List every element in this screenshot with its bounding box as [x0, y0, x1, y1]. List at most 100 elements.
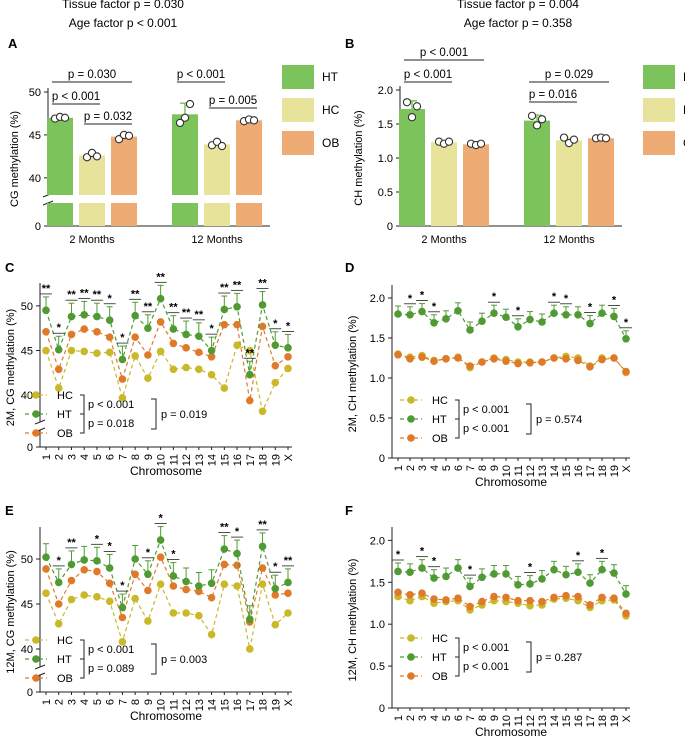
y-tick-label: 2.0	[370, 535, 385, 547]
significance-star: *	[468, 564, 473, 576]
data-point-HT	[207, 579, 216, 588]
test-p-value-bottom: p = 0.018	[88, 418, 134, 430]
significance-star: *	[286, 320, 291, 332]
bar-HC	[431, 142, 457, 226]
data-point-HC	[182, 609, 190, 617]
left-age-factor: Age factor p < 0.001	[69, 16, 178, 30]
data-point-OB	[258, 322, 267, 331]
x-tick-label: 14	[207, 454, 219, 466]
y-tick-label: 40	[29, 173, 41, 185]
data-point-HC	[80, 347, 89, 356]
data-point-HC	[105, 348, 114, 357]
data-point-HT	[610, 569, 618, 577]
significance-star: *	[120, 580, 125, 592]
data-point-HT	[454, 564, 462, 572]
comparison-p-value: p = 0.030	[68, 69, 116, 81]
data-point-HC	[144, 617, 152, 625]
data-point-OB	[233, 561, 241, 570]
x-tick-label: 15	[561, 465, 573, 477]
bar-OB	[111, 136, 137, 195]
data-point	[476, 139, 486, 148]
x-tick-label: 6	[105, 699, 117, 705]
data-point-OB	[430, 357, 438, 366]
data-point-HC	[54, 384, 63, 392]
x-tick-label: 3	[417, 465, 429, 471]
data-point-HC	[195, 365, 203, 374]
test-bracket	[455, 637, 460, 658]
data-point	[124, 131, 134, 140]
data-point-HT	[610, 312, 618, 321]
data-point-HT	[526, 315, 534, 324]
data-point-HT	[67, 312, 76, 321]
data-point-HT	[574, 311, 582, 319]
data-point-HT	[478, 573, 486, 582]
data-point	[601, 134, 611, 143]
significance-star: **	[131, 288, 140, 300]
data-point-HT	[42, 553, 50, 561]
y-tick-label: 45	[21, 599, 33, 611]
legend-swatch-OB	[282, 131, 314, 155]
x-tick-label: X	[283, 698, 295, 706]
data-point-HT	[514, 323, 522, 331]
significance-star: *	[95, 533, 100, 545]
x-tick-label: 16	[573, 715, 585, 727]
legend-marker-HC	[32, 636, 40, 644]
significance-star: *	[528, 562, 533, 574]
x-tick-label: 6	[105, 454, 117, 460]
data-point-HT	[80, 556, 89, 564]
data-point-HT	[105, 564, 114, 572]
data-point	[527, 111, 537, 120]
data-point-HT	[550, 565, 558, 574]
overall-bracket	[151, 643, 157, 675]
x-tick-label: 7	[117, 699, 129, 705]
data-point-OB	[406, 355, 414, 363]
x-tick-label: 11	[168, 699, 180, 710]
data-point-OB	[490, 355, 498, 363]
data-point-HT	[131, 555, 139, 563]
y-tick-label: 45	[29, 130, 41, 142]
test-bracket	[455, 656, 460, 677]
x-tick-label: 12	[181, 454, 193, 466]
legend-swatch-HT	[282, 65, 314, 89]
bar-HT	[47, 117, 73, 195]
x-tick-label: 9	[489, 465, 501, 471]
test-bracket	[80, 658, 85, 679]
x-tick-label: 12 Months	[543, 234, 595, 246]
x-tick-label: X	[283, 453, 295, 461]
data-point-HC	[233, 582, 241, 590]
data-point	[402, 98, 412, 107]
data-point-HT	[93, 312, 101, 321]
x-tick-label: 19	[270, 699, 282, 711]
x-tick-label: 16	[232, 454, 244, 466]
y-tick-label: 1.5	[370, 333, 385, 345]
bar-base-OB	[111, 203, 137, 226]
data-point-HC	[284, 609, 292, 617]
data-point-HC	[169, 609, 178, 617]
data-point	[569, 135, 579, 144]
x-tick-label: 14	[207, 699, 219, 711]
test-p-value-overall: p = 0.574	[536, 414, 582, 426]
data-point-OB	[610, 594, 618, 603]
data-point-HT	[502, 570, 510, 578]
x-tick-label: 14	[549, 715, 561, 727]
data-point-OB	[195, 587, 203, 596]
data-point-HC	[220, 580, 229, 588]
data-point-HC	[42, 589, 50, 597]
data-point-HT	[169, 325, 178, 333]
data-point-HT	[67, 560, 76, 569]
data-point-HT	[430, 319, 438, 327]
y-tick-label: 0	[387, 221, 393, 233]
data-point-HT	[271, 584, 280, 593]
data-point-HT	[562, 311, 570, 319]
x-tick-label: 2	[54, 454, 66, 460]
x-tick-label: 5	[92, 699, 104, 705]
data-point-HT	[406, 568, 414, 577]
bar-HC	[556, 140, 582, 226]
data-point-OB	[454, 354, 462, 362]
x-tick-label: 12	[525, 715, 537, 727]
legend-label-HT: HT	[322, 70, 339, 84]
panel-f-label: F	[345, 503, 353, 518]
data-point-OB	[131, 570, 139, 579]
bar-HC	[79, 155, 105, 195]
